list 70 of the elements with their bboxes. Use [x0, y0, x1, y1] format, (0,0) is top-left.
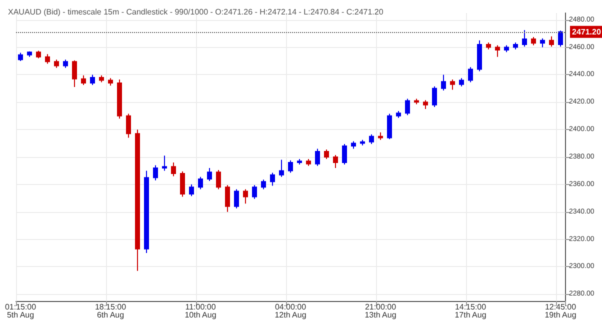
- candlestick: [288, 160, 293, 174]
- candlestick: [135, 129, 140, 272]
- candlestick: [306, 158, 311, 166]
- x-tick-label: 21:00:00 13th Aug: [364, 302, 397, 320]
- candlestick: [243, 188, 248, 204]
- candlestick: [207, 167, 212, 182]
- candlestick: [27, 50, 32, 58]
- x-tick-label: 12:45:00 19th Aug: [544, 302, 577, 320]
- x-tick-label: 11:00:00 10th Aug: [184, 302, 216, 320]
- candlestick: [36, 50, 41, 59]
- candlestick: [423, 100, 428, 110]
- candlestick: [468, 66, 473, 83]
- candlestick: [459, 78, 464, 87]
- candlestick: [198, 176, 203, 190]
- candlestick: [216, 170, 221, 190]
- candlestick: [333, 154, 338, 168]
- x-tick-label: 18:15:00 6th Aug: [94, 302, 127, 320]
- candlestick: [162, 155, 167, 172]
- candlestick: [63, 59, 68, 68]
- candlestick: [234, 188, 239, 209]
- candlestick: [369, 134, 374, 144]
- candlestick: [279, 159, 284, 178]
- x-tick-label: 01:15:00 5th Aug: [4, 302, 37, 320]
- candlestick: [450, 79, 455, 90]
- candlestick: [360, 139, 365, 146]
- candlestick: [540, 38, 545, 48]
- candlestick: [153, 164, 158, 181]
- candlestick: [171, 162, 176, 177]
- candlestick: [405, 98, 410, 116]
- candlestick: [486, 42, 491, 50]
- candlestick: [225, 184, 230, 212]
- candlestick: [513, 42, 518, 50]
- candlestick: [342, 143, 347, 166]
- candlestick: [261, 179, 266, 190]
- candlestick: [90, 74, 95, 86]
- candlestick: [54, 59, 59, 68]
- candlestick: [495, 44, 500, 58]
- candlestick: [144, 170, 149, 254]
- candlestick: [180, 170, 185, 198]
- candlestick: [270, 172, 275, 186]
- candlestick: [297, 158, 302, 166]
- candlestick: [504, 44, 509, 53]
- chart-title: XAUAUD (Bid) - timescale 15m - Candlestick - 990/1000 - O:2471.26 - H:2472.14 - L:2470.84 - C:2471.20: [8, 8, 384, 16]
- candlestick: [108, 78, 113, 86]
- candlestick: [549, 36, 554, 48]
- candlestick: [522, 30, 527, 48]
- candlestick: [72, 60, 77, 88]
- candlestick: [441, 74, 446, 91]
- candlestick: [117, 79, 122, 120]
- candlestick: [558, 30, 563, 48]
- x-tick-label: 04:00:00 12th Aug: [274, 302, 307, 320]
- candlestick: [45, 54, 50, 64]
- ref-line-label: 2471.20: [572, 27, 602, 36]
- candlestick: [315, 148, 320, 166]
- candlestick: [396, 110, 401, 118]
- candlestick: [477, 40, 482, 72]
- candlestick: [324, 148, 329, 160]
- candlestick: [432, 86, 437, 108]
- candlestick: [351, 140, 356, 150]
- candlestick: [387, 113, 392, 140]
- candlestick: [99, 74, 104, 83]
- candlestick: [414, 98, 419, 105]
- candlestick: [252, 184, 257, 200]
- candlestick: [189, 184, 194, 197]
- candlestick: [126, 113, 131, 138]
- x-tick-label: 14:15:00 17th Aug: [454, 302, 487, 320]
- candlestick: [531, 36, 536, 46]
- candlestick: [81, 74, 86, 86]
- candlestick: [378, 132, 383, 140]
- candlestick: [18, 52, 23, 62]
